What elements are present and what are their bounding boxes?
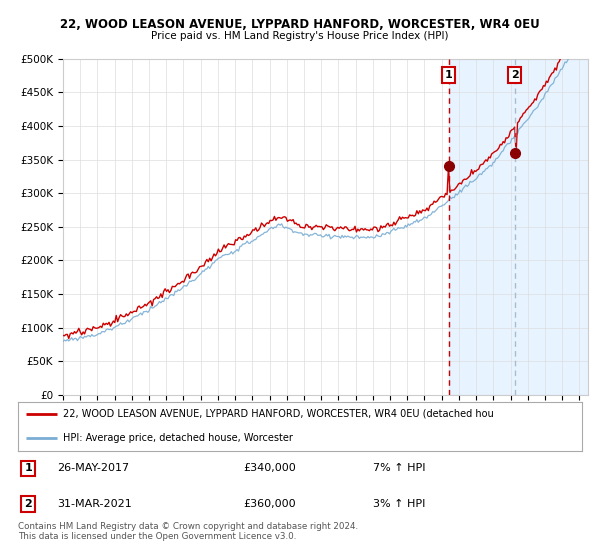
Text: £360,000: £360,000 [244, 499, 296, 509]
Text: 3% ↑ HPI: 3% ↑ HPI [373, 499, 425, 509]
Text: 2: 2 [24, 499, 32, 509]
Text: 26-MAY-2017: 26-MAY-2017 [58, 464, 130, 473]
Text: 31-MAR-2021: 31-MAR-2021 [58, 499, 132, 509]
Text: Contains HM Land Registry data © Crown copyright and database right 2024.
This d: Contains HM Land Registry data © Crown c… [18, 522, 358, 542]
Text: 22, WOOD LEASON AVENUE, LYPPARD HANFORD, WORCESTER, WR4 0EU: 22, WOOD LEASON AVENUE, LYPPARD HANFORD,… [60, 18, 540, 31]
Text: 1: 1 [24, 464, 32, 473]
Text: HPI: Average price, detached house, Worcester: HPI: Average price, detached house, Worc… [63, 433, 293, 444]
Text: 7% ↑ HPI: 7% ↑ HPI [373, 464, 426, 473]
Text: 2: 2 [511, 70, 519, 80]
Text: 1: 1 [445, 70, 452, 80]
Text: 22, WOOD LEASON AVENUE, LYPPARD HANFORD, WORCESTER, WR4 0EU (detached hou: 22, WOOD LEASON AVENUE, LYPPARD HANFORD,… [63, 409, 494, 419]
Text: £340,000: £340,000 [244, 464, 296, 473]
Text: Price paid vs. HM Land Registry's House Price Index (HPI): Price paid vs. HM Land Registry's House … [151, 31, 449, 41]
Bar [449, 59, 596, 395]
